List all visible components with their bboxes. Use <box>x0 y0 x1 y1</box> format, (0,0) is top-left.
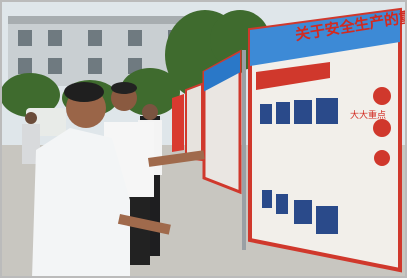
building-roof <box>8 16 198 24</box>
page: 关于安全生产的重 大大重点 (() => { const data = JSON… <box>0 0 407 278</box>
board-far2 <box>186 84 202 160</box>
board-far <box>172 94 184 152</box>
photo: 关于安全生产的重 大大重点 <box>0 0 407 278</box>
board-badges <box>373 87 391 166</box>
